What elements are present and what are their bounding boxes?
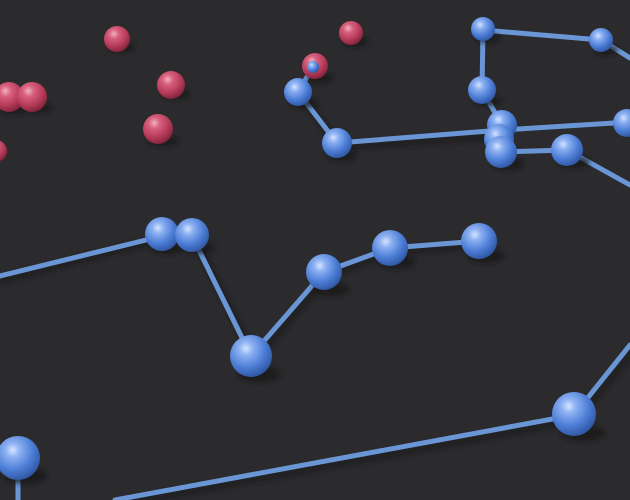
blue-node[interactable]: [284, 78, 312, 106]
blue-node[interactable]: [306, 254, 342, 290]
link-edge-bottom: [112, 412, 577, 500]
blue-node[interactable]: [0, 436, 40, 480]
link-edge: [334, 127, 505, 146]
red-node-group: [0, 21, 363, 162]
blue-node[interactable]: [613, 109, 630, 137]
link-edge: [499, 119, 630, 133]
red-node[interactable]: [17, 82, 47, 112]
blue-node-group: [0, 17, 630, 480]
red-node[interactable]: [157, 71, 185, 99]
link-edge: [189, 233, 254, 359]
red-node[interactable]: [0, 82, 24, 112]
blue-node[interactable]: [485, 136, 517, 168]
blue-node[interactable]: [589, 28, 613, 52]
blue-node[interactable]: [145, 217, 179, 251]
blue-node[interactable]: [468, 76, 496, 104]
blue-node[interactable]: [471, 17, 495, 41]
blue-node[interactable]: [372, 230, 408, 266]
red-node[interactable]: [143, 114, 173, 144]
link-edge-left: [0, 233, 165, 279]
blue-node[interactable]: [461, 223, 497, 259]
blue-node[interactable]: [551, 134, 583, 166]
blue-node[interactable]: [552, 392, 596, 436]
blue-node[interactable]: [322, 128, 352, 158]
link-edge: [480, 27, 604, 43]
red-node[interactable]: [339, 21, 363, 45]
blue-node[interactable]: [230, 335, 272, 377]
blue-node[interactable]: [307, 61, 319, 73]
blue-node[interactable]: [175, 218, 209, 252]
red-node[interactable]: [0, 140, 7, 162]
red-node[interactable]: [104, 26, 130, 52]
